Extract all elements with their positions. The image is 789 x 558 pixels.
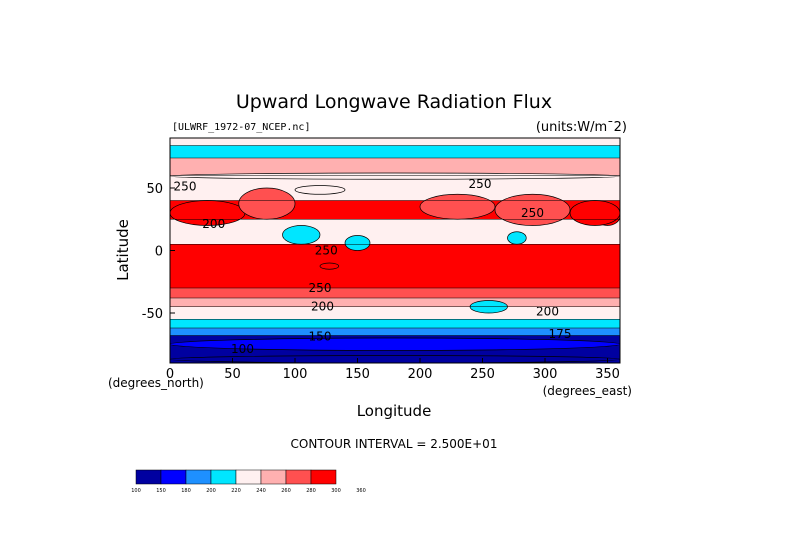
flux-band — [170, 306, 620, 320]
flux-band — [170, 319, 620, 328]
flux-band — [170, 138, 620, 146]
contour-label: 200 — [536, 305, 559, 319]
flux-band — [170, 328, 620, 336]
contour-label: 100 — [231, 342, 254, 356]
x-axis-ticks: 0 50 100 150 200 250 300 350 — [166, 358, 620, 382]
flux-patch — [419, 193, 496, 220]
flux-band — [170, 298, 620, 307]
colorbar: 100 150 180 200 220 240 260 280 300 360 — [131, 469, 366, 494]
colorbar-swatch — [235, 469, 262, 485]
units-label: (units:W/m¯2) — [536, 120, 627, 135]
flux-band — [170, 244, 620, 288]
y-axis-label: Latitude — [114, 219, 132, 281]
y-unit-label: (degrees_north) — [108, 376, 204, 390]
colorbar-swatch — [135, 469, 162, 485]
x-tick-label: 350 — [595, 367, 620, 382]
contour-label: 175 — [549, 327, 572, 341]
contour-interval-text: CONTOUR INTERVAL = 2.500E+01 — [291, 437, 498, 451]
contour-label: 200 — [202, 217, 225, 231]
x-tick-label: 100 — [283, 367, 308, 382]
colorbar-swatch — [285, 469, 312, 485]
x-unit-label: (degrees_east) — [543, 384, 632, 398]
source-file-label: [ULWRF_1972-07_NCEP.nc] — [172, 122, 310, 133]
flux-band — [170, 158, 620, 176]
x-tick-label: 150 — [345, 367, 370, 382]
x-tick-label: 0 — [166, 367, 174, 382]
plot-area: 250 200 250 250 250 250 200 200 150 175 100 — [169, 137, 621, 364]
x-tick-label: 50 — [224, 367, 241, 382]
y-tick-label: 50 — [146, 182, 163, 197]
colorbar-label: 150 — [156, 488, 166, 494]
flux-patch — [238, 187, 296, 220]
colorbar-swatch — [210, 469, 237, 485]
contour-label: 150 — [309, 330, 332, 344]
colorbar-label: 360 — [356, 488, 366, 494]
y-tick-label: -50 — [142, 307, 163, 322]
colorbar-label: 100 — [131, 488, 141, 494]
colorbar-swatch — [185, 469, 212, 485]
contour-labels: 250 200 250 250 250 250 200 200 150 175 100 — [174, 177, 572, 356]
contour-label: 200 — [311, 300, 334, 314]
x-tick-label: 300 — [533, 367, 558, 382]
flux-patch — [170, 337, 620, 351]
x-tick-label: 200 — [408, 367, 433, 382]
flux-patch — [319, 262, 340, 270]
colorbar-label: 180 — [181, 488, 191, 494]
flux-patch — [170, 172, 620, 180]
x-tick-label: 250 — [470, 367, 495, 382]
contour-label: 250 — [521, 206, 544, 220]
flux-band — [170, 145, 620, 158]
contour-label: 250 — [174, 180, 197, 194]
contour-label: 250 — [315, 243, 338, 257]
flux-patch — [282, 225, 321, 245]
filled-contours — [170, 138, 620, 363]
flux-patch — [507, 231, 527, 245]
flux-patch — [344, 235, 371, 251]
colorbar-label: 200 — [206, 488, 216, 494]
colorbar-label: 220 — [231, 488, 241, 494]
colorbar-label: 300 — [331, 488, 341, 494]
y-axis-ticks: 50 0 -50 — [142, 182, 175, 322]
colorbar-swatch — [160, 469, 187, 485]
x-axis-label: Longitude — [357, 402, 432, 420]
flux-band — [170, 288, 620, 298]
contour-label: 250 — [469, 177, 492, 191]
contour-label: 250 — [309, 281, 332, 295]
flux-patch — [294, 185, 346, 195]
flux-patch — [494, 193, 571, 226]
chart-title: Upward Longwave Radiation Flux — [236, 91, 552, 113]
colorbar-swatch — [260, 469, 287, 485]
y-tick-label: 0 — [155, 245, 163, 260]
colorbar-swatch — [310, 469, 337, 485]
colorbar-label: 260 — [281, 488, 291, 494]
colorbar-label: 280 — [306, 488, 316, 494]
flux-patch — [569, 200, 620, 226]
colorbar-label: 240 — [256, 488, 266, 494]
flux-patch — [170, 355, 620, 363]
